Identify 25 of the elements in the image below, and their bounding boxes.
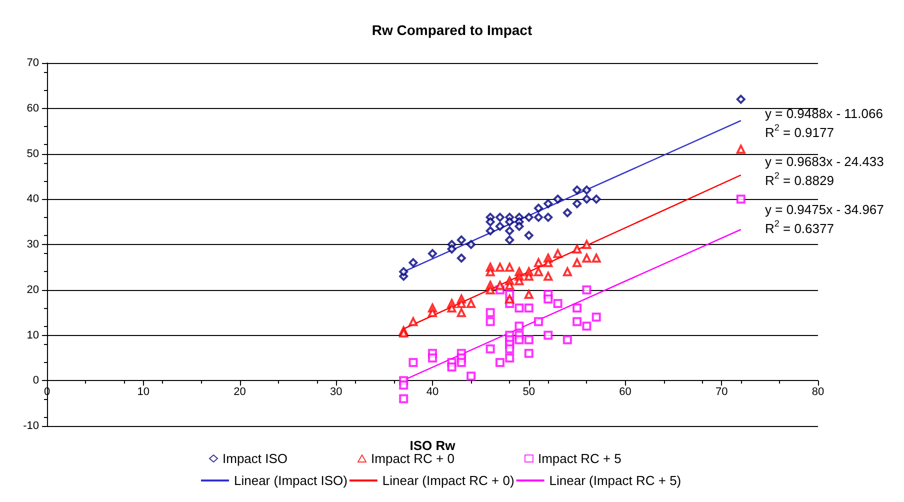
x-tick-label: 70 — [716, 386, 728, 398]
x-tick-label: 60 — [619, 386, 632, 398]
x-tick-label: 10 — [137, 386, 150, 398]
x-tick-label: 80 — [812, 386, 824, 398]
y-tick-label: 0 — [32, 374, 39, 387]
y-tick-label: 50 — [26, 148, 39, 160]
x-tick-label: 20 — [234, 386, 246, 398]
y-tick-label: 60 — [26, 102, 39, 114]
legend-label: Impact RC + 5 — [538, 451, 622, 466]
y-tick-label: 40 — [26, 193, 39, 206]
x-axis-title: ISO Rw — [410, 438, 456, 453]
y-tick-label: 10 — [26, 329, 39, 342]
x-tick-label: 30 — [330, 386, 342, 398]
x-tick-label: 50 — [522, 386, 535, 398]
legend-label: Linear (Impact ISO) — [234, 473, 348, 488]
legend-label: Linear (Impact RC + 5) — [549, 473, 682, 488]
legend-label: Impact ISO — [222, 451, 288, 466]
y-tick-label: 20 — [26, 284, 39, 296]
y-tick-label: 30 — [26, 238, 39, 250]
y-tick-label: 70 — [26, 57, 39, 69]
legend-label: Impact RC + 0 — [371, 451, 454, 466]
chart-title: Rw Compared to Impact — [372, 22, 532, 38]
y-tick-label: -10 — [23, 420, 39, 432]
legend-label: Linear (Impact RC + 0) — [382, 473, 514, 488]
x-tick-label: 40 — [426, 386, 439, 398]
